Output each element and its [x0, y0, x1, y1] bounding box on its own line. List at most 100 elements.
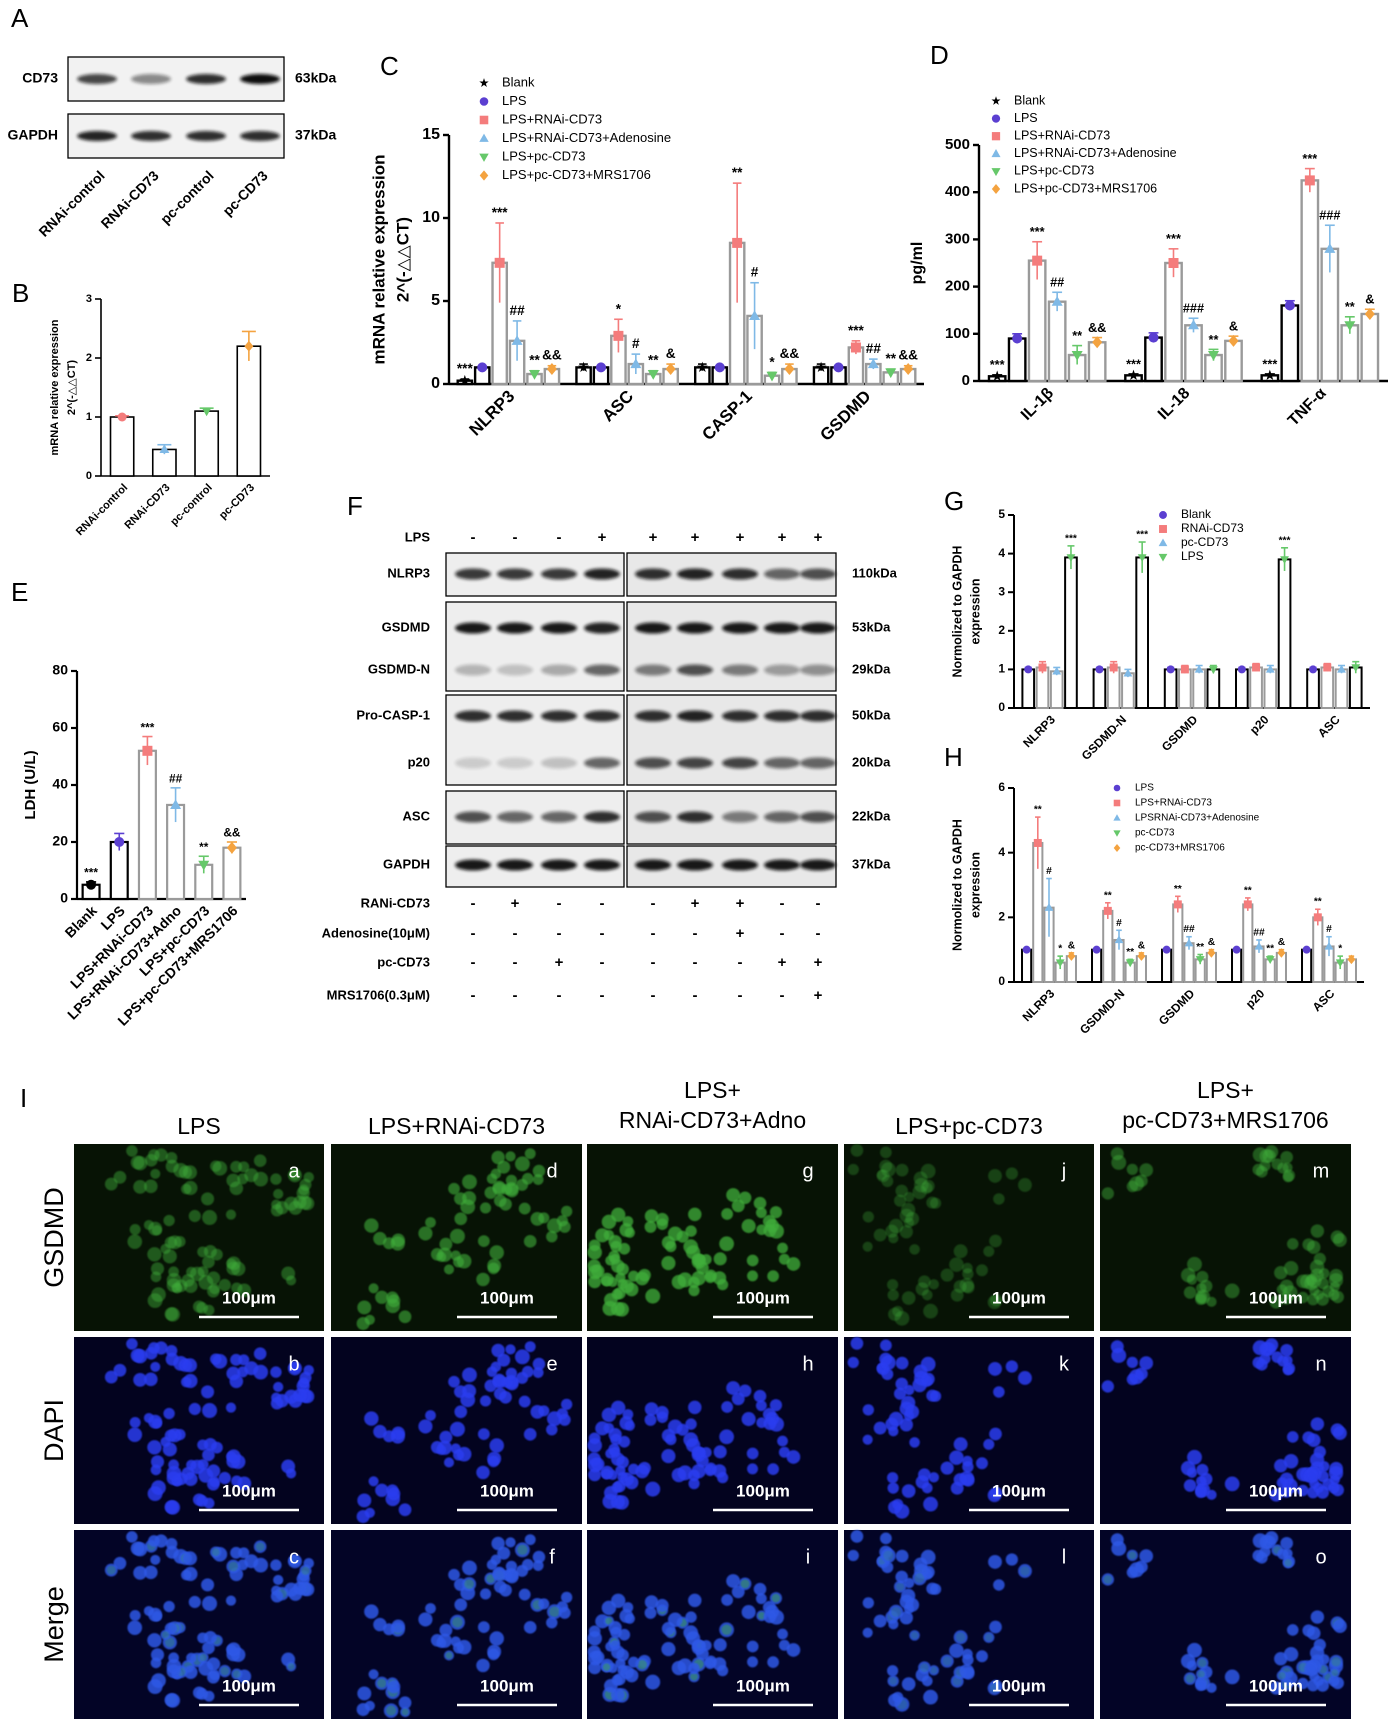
cell: [887, 1472, 899, 1484]
bar: [1277, 558, 1292, 710]
image-letter: o: [1315, 1546, 1326, 1568]
cell: [920, 1163, 936, 1179]
cell: [777, 1435, 788, 1447]
cell: [940, 1461, 954, 1475]
point: [1137, 951, 1146, 961]
blot-band: [800, 622, 836, 634]
cell: [1183, 1286, 1197, 1299]
legend-marker: [1159, 511, 1167, 519]
legend-label: LPS+RNAi-CD73: [1135, 798, 1212, 809]
point: [1252, 663, 1261, 672]
cell: [425, 1603, 436, 1614]
cell: [1224, 1669, 1240, 1685]
bar: [1348, 666, 1363, 709]
cell: [203, 1244, 217, 1258]
cell: [453, 1256, 464, 1268]
y-axis-label: mRNA relative expression: [369, 154, 388, 364]
blot-size-label: 37kDa: [295, 127, 336, 143]
cell: [993, 1579, 1005, 1591]
cell: [226, 1256, 241, 1271]
cell: [293, 1195, 307, 1209]
cell: [273, 1381, 284, 1393]
cell: [253, 1347, 267, 1361]
point: [1207, 948, 1216, 958]
treatment-sign: -: [651, 895, 656, 912]
point: [198, 860, 210, 871]
cell: [226, 1449, 241, 1464]
significance-label: **: [732, 165, 743, 180]
cell: [588, 1275, 602, 1289]
point: [833, 362, 844, 373]
cell: [231, 1282, 243, 1294]
blot-size-label: 37kDa: [852, 856, 891, 871]
cell: [1224, 1283, 1240, 1299]
cell: [624, 1420, 635, 1431]
point: [1044, 903, 1054, 911]
cell: [368, 1283, 379, 1294]
cell: [661, 1256, 676, 1271]
point: [1280, 556, 1289, 564]
treatment-label: MRS1706(0.3μM): [327, 987, 430, 1002]
cell: [197, 1459, 209, 1470]
scale-bar-label: 100μm: [480, 1288, 534, 1307]
cell: [624, 1282, 639, 1297]
treatment-sign: +: [736, 529, 745, 546]
cell-overlay: [891, 1606, 902, 1618]
legend-marker: [1113, 814, 1121, 821]
cell: [895, 1184, 908, 1198]
blot-band: [541, 811, 577, 823]
y-tick-label: 10: [422, 209, 440, 226]
cell: [604, 1292, 618, 1307]
point: [1123, 668, 1133, 677]
treatment-sign: +: [511, 895, 520, 912]
blot-band: [497, 811, 533, 823]
cell: [604, 1485, 618, 1500]
blot-row-label: GAPDH: [383, 856, 430, 871]
cell: [491, 1343, 505, 1358]
treatment-sign: -: [600, 954, 605, 971]
point: [1092, 336, 1103, 349]
significance-label: ***: [140, 720, 154, 734]
point: [1313, 913, 1322, 922]
blot-band: [800, 710, 836, 722]
cell: [888, 1426, 899, 1437]
lane-label: RNAi-control: [35, 167, 107, 239]
x-tick-label: IL-18: [1155, 385, 1194, 424]
blot-band: [584, 622, 620, 634]
image-letter: k: [1059, 1353, 1070, 1375]
cell: [477, 1235, 490, 1247]
image-letter: m: [1313, 1160, 1330, 1182]
cell: [364, 1604, 379, 1619]
point: [1103, 906, 1112, 915]
cell: [201, 1385, 215, 1399]
x-tick-label: GSDMD-N: [1079, 712, 1129, 762]
cell: [1283, 1261, 1299, 1276]
cell: [253, 1171, 269, 1187]
y-axis-label: 2^(-△△CT): [393, 217, 412, 302]
micrograph: [74, 1337, 324, 1524]
cell: [418, 1419, 433, 1434]
cell: [287, 1168, 302, 1183]
x-tick-label: CASP-1: [698, 387, 756, 445]
cell: [148, 1535, 160, 1547]
y-tick-label: 5: [998, 507, 1005, 521]
blot-band: [635, 710, 671, 722]
significance-label: ###: [1319, 208, 1340, 223]
cell: [364, 1411, 379, 1426]
scale-bar-label: 100μm: [222, 1288, 276, 1307]
cell: [477, 1621, 490, 1633]
cell: [615, 1658, 626, 1669]
cell: [462, 1367, 477, 1383]
y-axis-label: LDH (U/L): [22, 750, 39, 819]
row-label: Merge: [39, 1586, 69, 1663]
blot-band: [635, 811, 671, 823]
cell: [231, 1475, 243, 1487]
treatment-sign: -: [557, 987, 562, 1004]
point: [1128, 369, 1139, 380]
cell: [880, 1339, 892, 1352]
cell: [1126, 1356, 1138, 1368]
legend-label: Blank: [1181, 507, 1212, 521]
x-tick-label: IL-1β: [1018, 385, 1057, 424]
cell: [618, 1242, 631, 1255]
blot-row-label: CD73: [22, 70, 58, 86]
